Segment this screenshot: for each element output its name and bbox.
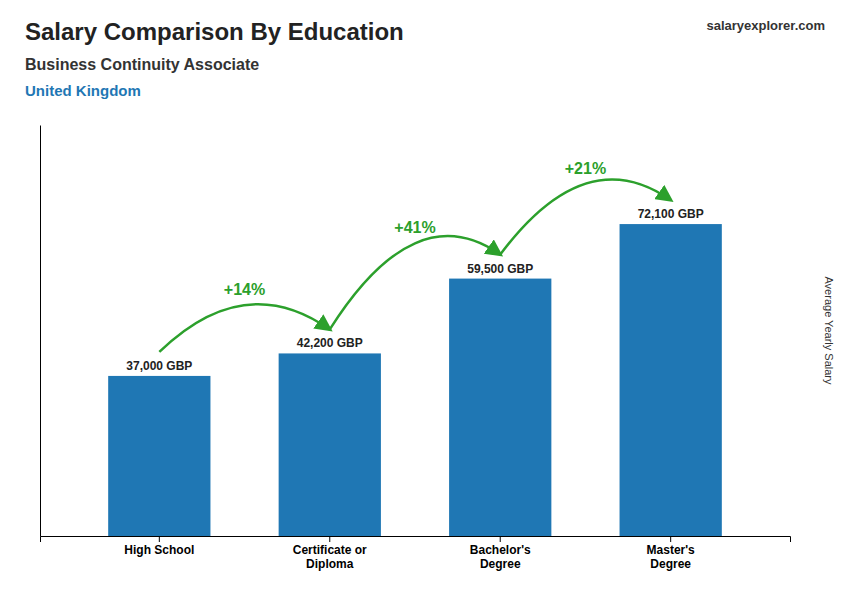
chart-svg: High School Certificate orDiploma Bachelor… <box>0 0 850 606</box>
x-tick: Bachelor'sDegree <box>470 536 531 571</box>
y-axis-line <box>40 126 41 537</box>
value-label: 72,100 GBP <box>638 207 704 221</box>
title: Salary Comparison By Education <box>25 18 404 45</box>
bar <box>279 353 381 536</box>
y-axis-title: Average Yearly Salary <box>823 276 835 385</box>
change-label: +41% <box>394 219 435 236</box>
bar <box>108 376 210 536</box>
x-tick-label: Master'sDegree <box>647 543 696 571</box>
change-arrow <box>500 179 670 254</box>
x-tick: Master'sDegree <box>647 536 696 571</box>
subtitle: Business Continuity Associate <box>25 56 259 73</box>
site-text: salaryexplorer.com <box>706 18 825 33</box>
y-axis <box>40 126 41 537</box>
bar <box>449 279 551 536</box>
plot-area <box>108 224 722 536</box>
texts: 37,000 GBP 42,200 GBP 59,500 GBP 72,100 GBP… <box>126 160 703 373</box>
x-axis: High School Certificate orDiploma Bachelor… <box>41 536 791 571</box>
change-arrow <box>330 236 500 329</box>
value-label: 37,000 GBP <box>126 359 192 373</box>
x-tick-mark <box>500 536 501 542</box>
country: United Kingdom <box>25 82 141 99</box>
x-tick-label-line: Degree <box>650 557 691 571</box>
value-label: 42,200 GBP <box>297 336 363 350</box>
x-tick-label-line: Certificate or <box>293 543 367 557</box>
change-label: +14% <box>224 281 265 298</box>
change-arrows <box>159 179 670 351</box>
change-label: +21% <box>565 160 606 177</box>
x-tick-label-line: Bachelor's <box>470 543 531 557</box>
x-tick-label-line: Diploma <box>306 557 354 571</box>
x-tick: Certificate orDiploma <box>293 536 367 571</box>
x-tick-label: High School <box>124 543 194 557</box>
x-axis-line <box>41 537 791 543</box>
x-tick: High School <box>124 536 194 557</box>
x-tick-mark <box>329 536 330 542</box>
x-tick-mark <box>159 536 160 542</box>
x-tick-label-line: Degree <box>480 557 521 571</box>
x-tick-mark <box>670 536 671 542</box>
x-tick-label-line: High School <box>124 543 194 557</box>
value-label: 59,500 GBP <box>467 262 533 276</box>
x-tick-label: Certificate orDiploma <box>293 543 367 571</box>
x-tick-label-line: Master's <box>647 543 696 557</box>
chart-container: High School Certificate orDiploma Bachelor… <box>0 0 850 606</box>
x-tick-label: Bachelor'sDegree <box>470 543 531 571</box>
change-arrow <box>159 304 329 352</box>
bar <box>620 224 722 536</box>
